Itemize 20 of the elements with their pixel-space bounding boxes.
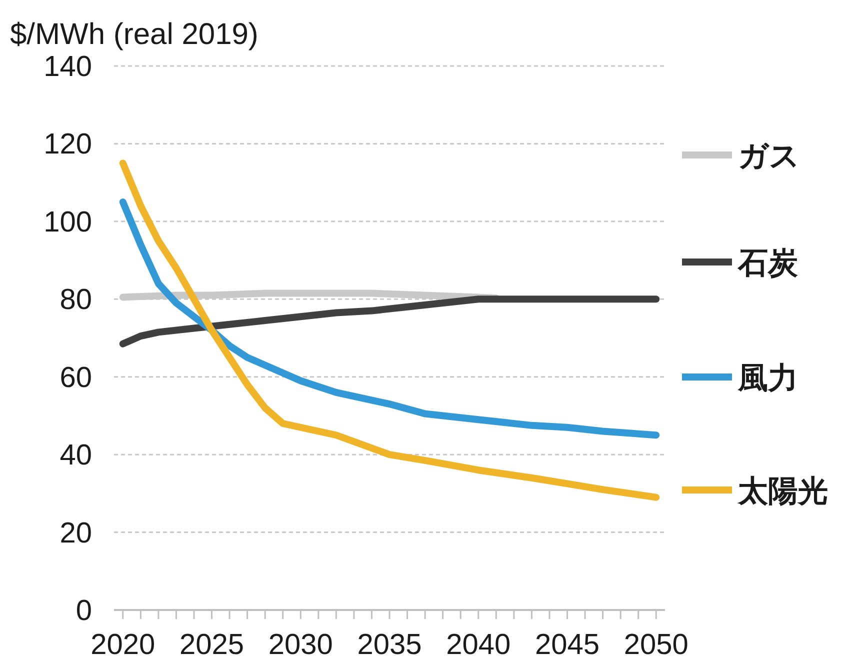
- x-tick-label: 2035: [357, 629, 422, 661]
- y-tick-label: 140: [44, 51, 92, 83]
- y-tick-label: 60: [60, 362, 92, 394]
- x-tick-label: 2050: [624, 629, 688, 661]
- x-tick-label: 2025: [180, 629, 244, 661]
- x-tick-label: 2030: [268, 629, 333, 661]
- x-tick-label: 2045: [534, 629, 600, 661]
- y-tick-label: 20: [60, 517, 92, 550]
- x-tick-label: 2040: [446, 629, 511, 661]
- legend-label: 石炭: [737, 247, 798, 280]
- y-tick-label: 80: [60, 284, 92, 316]
- legend-label: ガス: [738, 140, 800, 173]
- legend-label: 風力: [737, 362, 798, 395]
- y-tick-label: 120: [44, 128, 92, 161]
- y-tick-label: 100: [44, 206, 92, 238]
- x-tick-label: 2020: [90, 629, 156, 661]
- y-tick-label: 0: [76, 595, 92, 627]
- legend-label: 太陽光: [737, 475, 828, 508]
- y-tick-label: 40: [60, 440, 92, 472]
- y-axis-title: $/MWh (real 2019): [10, 18, 258, 51]
